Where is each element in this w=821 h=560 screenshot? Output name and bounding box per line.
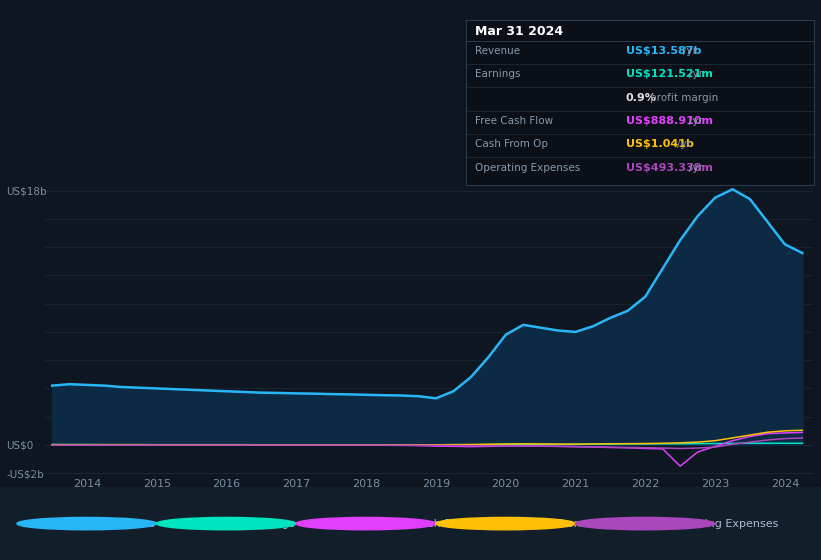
Circle shape: [17, 517, 157, 530]
Text: Cash From Op: Cash From Op: [475, 139, 548, 150]
Text: /yr: /yr: [689, 69, 703, 80]
Text: Revenue: Revenue: [475, 46, 521, 56]
Text: Free Cash Flow: Free Cash Flow: [387, 519, 470, 529]
Text: 0.9%: 0.9%: [626, 93, 657, 102]
Text: Earnings: Earnings: [247, 519, 296, 529]
Text: Operating Expenses: Operating Expenses: [475, 163, 580, 172]
Text: /yr: /yr: [689, 116, 703, 126]
Text: /yr: /yr: [683, 46, 697, 56]
Text: Operating Expenses: Operating Expenses: [666, 519, 777, 529]
Text: US$1.041b: US$1.041b: [626, 139, 694, 150]
Text: Revenue: Revenue: [108, 519, 156, 529]
Text: US$493.338m: US$493.338m: [626, 163, 713, 172]
Text: US$13.587b: US$13.587b: [626, 46, 701, 56]
Circle shape: [576, 517, 715, 530]
Text: profit margin: profit margin: [649, 93, 718, 102]
Text: Cash From Op: Cash From Op: [526, 519, 603, 529]
Text: /yr: /yr: [689, 163, 703, 172]
Text: Earnings: Earnings: [475, 69, 521, 80]
Circle shape: [296, 517, 436, 530]
Text: US$121.521m: US$121.521m: [626, 69, 713, 80]
Text: Free Cash Flow: Free Cash Flow: [475, 116, 553, 126]
Text: /yr: /yr: [677, 139, 691, 150]
Circle shape: [157, 517, 296, 530]
Circle shape: [436, 517, 576, 530]
Text: US$888.910m: US$888.910m: [626, 116, 713, 126]
Text: Mar 31 2024: Mar 31 2024: [475, 25, 563, 39]
